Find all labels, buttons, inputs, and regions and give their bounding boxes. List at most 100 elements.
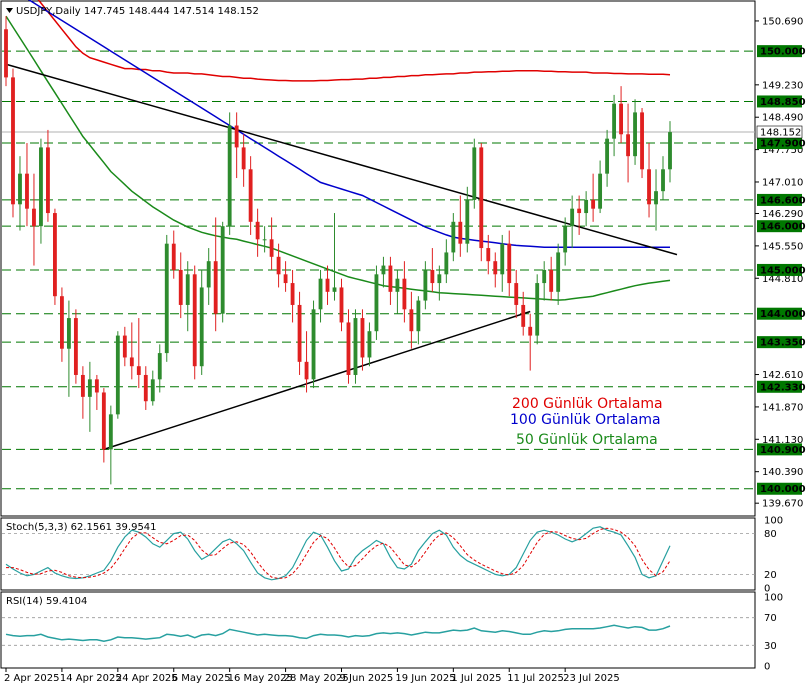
candle (87, 361, 92, 432)
candle-body (402, 278, 407, 310)
y-tick-label: 141.130 (762, 435, 803, 446)
x-tick-label: 23 Jul 2025 (563, 673, 620, 684)
candle-body (241, 147, 246, 170)
stoch-tick-label: 80 (764, 529, 777, 540)
level-label: 147.900 (760, 139, 806, 150)
candle (472, 138, 477, 209)
candle-body (647, 169, 651, 205)
candle-body (46, 147, 50, 214)
stoch-d-line (6, 527, 671, 580)
candles (4, 16, 672, 485)
candle (416, 296, 421, 345)
rsi-tick-label: 100 (764, 593, 783, 604)
candle-body (32, 208, 36, 227)
candle (66, 300, 71, 397)
level-label: 145.000 (760, 265, 806, 276)
candle-body (612, 103, 617, 139)
candle-body (409, 309, 414, 332)
candle (437, 265, 442, 301)
candle-body (367, 331, 372, 358)
level-label-bg (757, 45, 802, 58)
candle-body (360, 318, 365, 358)
candle (542, 261, 547, 301)
candle-body (528, 326, 533, 336)
rsi-indicator: 100 70 30 0 (2, 593, 783, 673)
candle-body (234, 125, 239, 148)
candle-body (584, 199, 589, 214)
candle (46, 129, 50, 222)
candle-body (206, 261, 211, 288)
candle (276, 243, 281, 288)
candle-body (171, 243, 176, 270)
candle-body (395, 278, 400, 292)
candle (11, 68, 15, 218)
candle (290, 269, 295, 323)
level-label: 146.000 (760, 222, 806, 233)
candle (619, 86, 623, 144)
candle-body (507, 243, 512, 284)
candle (423, 261, 428, 310)
candle-body (101, 392, 106, 450)
candle-body (423, 269, 428, 301)
y-tick-label: 147.750 (762, 145, 803, 156)
candle-body (346, 322, 351, 375)
candle-body (325, 278, 330, 292)
level-label-bg (757, 482, 802, 495)
candle-body (192, 274, 197, 367)
candle-body (479, 147, 484, 249)
legend-ma100: 100 Günlük Ortalama (510, 412, 661, 428)
candle-body (381, 265, 386, 275)
candle (129, 322, 134, 380)
stoch-tick-label: 20 (764, 570, 777, 581)
candle-body (220, 226, 225, 314)
candle (668, 121, 672, 183)
candle-body (388, 265, 393, 292)
candle (94, 374, 99, 410)
x-tick-label: 14 Apr 2025 (60, 673, 122, 684)
candle (339, 278, 344, 332)
candle (73, 309, 78, 384)
candle-body (143, 374, 148, 402)
price-axis: 150.690 149.230 148.490 147.750 147.010 146.2… (755, 16, 806, 510)
candle (654, 169, 658, 231)
candle-body (150, 379, 155, 402)
candle (157, 344, 162, 393)
candle (206, 248, 211, 305)
candle-body (73, 318, 78, 375)
x-tick-label: 6 May 2025 (172, 673, 231, 684)
candle-body (129, 357, 134, 367)
candle (143, 366, 148, 410)
dropdown-triangle-icon[interactable] (6, 8, 13, 13)
x-tick-label: 19 Jun 2025 (395, 673, 455, 684)
candle-body (493, 261, 498, 275)
level-label-bg (757, 95, 802, 108)
stoch-tick-label: 100 (764, 516, 783, 527)
candle-body (283, 274, 288, 284)
candle-body (549, 269, 554, 292)
candle-body (521, 304, 526, 327)
level-label: 150.000 (760, 47, 806, 58)
candle (409, 291, 414, 349)
candle-body (115, 335, 120, 415)
candle-body (66, 318, 71, 349)
rsi-tick-label: 30 (764, 641, 777, 652)
candle-body (248, 169, 253, 222)
main-panel (0, 0, 756, 517)
candle-body (535, 283, 540, 336)
x-tick-label: 2 Apr 2025 (4, 673, 59, 684)
candle (59, 287, 64, 362)
y-tick-label: 146.290 (762, 209, 803, 220)
level-label-bg (757, 307, 802, 320)
candle (626, 103, 630, 183)
candle-body (605, 138, 610, 174)
candle-body (297, 304, 302, 362)
candle (367, 322, 372, 367)
candle (185, 261, 190, 332)
ma100-line (27, 0, 670, 248)
candle (528, 313, 533, 371)
candle (178, 252, 183, 319)
candle-body (514, 283, 519, 305)
candle-body (619, 103, 623, 135)
candle (171, 230, 176, 279)
